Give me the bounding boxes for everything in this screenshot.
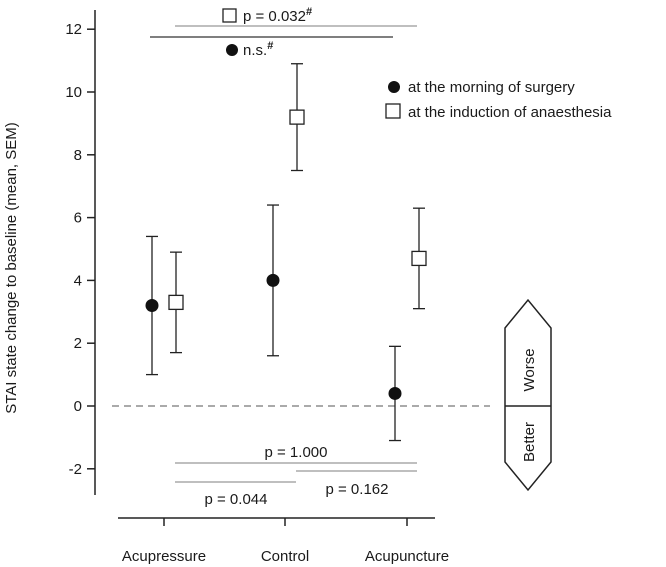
annotation-square-marker (222, 8, 237, 23)
legend-marker-morning (388, 81, 400, 93)
data-point-circle (388, 386, 402, 400)
direction-label-better: Better (521, 422, 538, 462)
data-point-square (168, 294, 184, 311)
y-tick-label: 0 (74, 398, 82, 415)
annotation-p-0032-sup: # (306, 6, 312, 18)
y-axis-label: STAI state change to baseline (mean, SEM… (3, 122, 20, 414)
annotation-ns-sup: # (267, 40, 273, 52)
legend-label-morning: at the morning of surgery (408, 79, 575, 96)
y-tick-label: 4 (74, 272, 82, 289)
data-point-square (411, 250, 427, 267)
x-tick-label: Control (261, 548, 309, 565)
annotation-ns: n.s.# (243, 40, 273, 59)
annotation-p-0162: p = 0.162 (326, 481, 389, 498)
annotation-p-0032: p = 0.032# (243, 6, 312, 25)
direction-label-worse: Worse (521, 348, 538, 391)
direction-indicator: Worse Better (504, 298, 552, 492)
x-tick-label: Acupressure (122, 548, 206, 565)
direction-hexagon (504, 298, 552, 492)
legend: at the morning of surgery at the inducti… (385, 79, 612, 121)
y-tick-label: 2 (74, 335, 82, 352)
annotation-p-0044: p = 0.044 (205, 491, 268, 508)
legend-marker-induction (385, 103, 401, 119)
y-tick-label: 8 (74, 147, 82, 164)
y-axis: -2 0 2 4 6 8 10 12 (65, 10, 96, 495)
data-point-square (289, 109, 305, 125)
x-axis: Acupressure Control Acupuncture (118, 517, 449, 565)
legend-label-induction: at the induction of anaesthesia (408, 104, 612, 121)
y-tick-label: 12 (65, 21, 82, 38)
x-tick-label: Acupuncture (365, 548, 449, 565)
data-marks (145, 109, 427, 400)
error-bars (146, 63, 425, 442)
y-tick-label: -2 (69, 461, 82, 478)
data-point-circle (266, 273, 280, 287)
data-point-circle (145, 299, 159, 313)
annotation-p-1000: p = 1.000 (265, 444, 328, 461)
x-ticks: Acupressure Control Acupuncture (122, 518, 449, 565)
y-ticks: -2 0 2 4 6 8 10 12 (65, 21, 95, 478)
y-tick-label: 10 (65, 84, 82, 101)
annotation-circle-marker (226, 44, 238, 56)
y-tick-label: 6 (74, 210, 82, 227)
